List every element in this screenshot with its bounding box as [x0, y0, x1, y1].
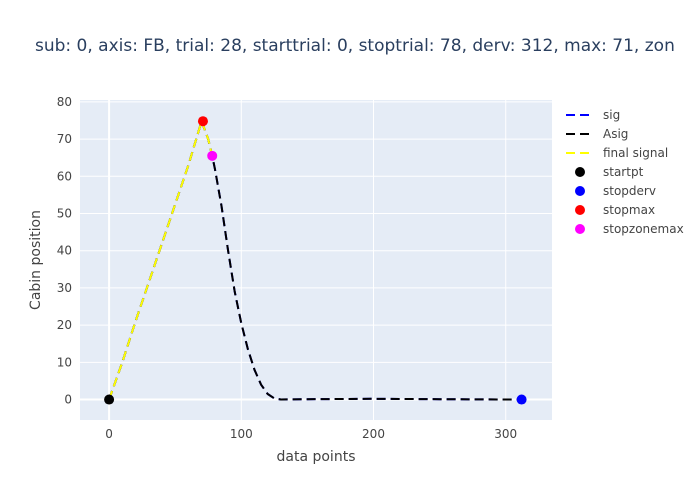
- legend-label: stopmax: [603, 203, 655, 217]
- y-tick-label: 50: [57, 206, 72, 220]
- legend: sig Asig final signal startpt stopderv stopma…: [566, 108, 684, 236]
- grid-layer: [80, 100, 552, 420]
- x-tick-label: 200: [362, 427, 385, 441]
- data-point-startpt: [104, 394, 115, 405]
- legend-label: sig: [603, 108, 620, 122]
- x-tick-label: 100: [230, 427, 253, 441]
- data-point-stopmax: [197, 116, 208, 127]
- data-point-stopzonemax: [207, 150, 218, 161]
- series-line-Asig: [108, 120, 526, 401]
- y-tick-label: 40: [57, 244, 72, 258]
- legend-label: startpt: [603, 165, 644, 179]
- y-tick-label: 60: [57, 169, 72, 183]
- y-tick-label: 20: [57, 318, 72, 332]
- plot-area: [80, 100, 552, 420]
- y-tick-label: 80: [57, 95, 72, 109]
- legend-swatch-marker: [575, 224, 585, 234]
- series-layer: [104, 116, 527, 405]
- legend-label: stopderv: [603, 184, 656, 198]
- y-tick-label: 70: [57, 132, 72, 146]
- series-line-final-signal: [108, 120, 214, 400]
- legend-label: Asig: [603, 127, 628, 141]
- tick-layer: 0 10 20 30 40 50 60 70 80 0 100 200 300: [57, 95, 517, 441]
- chart-title: sub: 0, axis: FB, trial: 28, starttrial:…: [35, 36, 675, 56]
- y-axis-title: Cabin position: [28, 210, 44, 310]
- x-tick-label: 0: [105, 427, 113, 441]
- data-point-stopderv: [516, 394, 527, 405]
- legend-label: final signal: [603, 146, 668, 160]
- y-tick-label: 10: [57, 355, 72, 369]
- y-tick-label: 30: [57, 281, 72, 295]
- legend-swatch-marker: [575, 167, 585, 177]
- x-axis-title: data points: [277, 449, 356, 465]
- legend-swatch-marker: [575, 205, 585, 215]
- y-tick-label: 0: [64, 393, 72, 407]
- legend-label: stopzonemax: [603, 222, 684, 236]
- x-tick-label: 300: [494, 427, 517, 441]
- legend-swatch-marker: [575, 186, 585, 196]
